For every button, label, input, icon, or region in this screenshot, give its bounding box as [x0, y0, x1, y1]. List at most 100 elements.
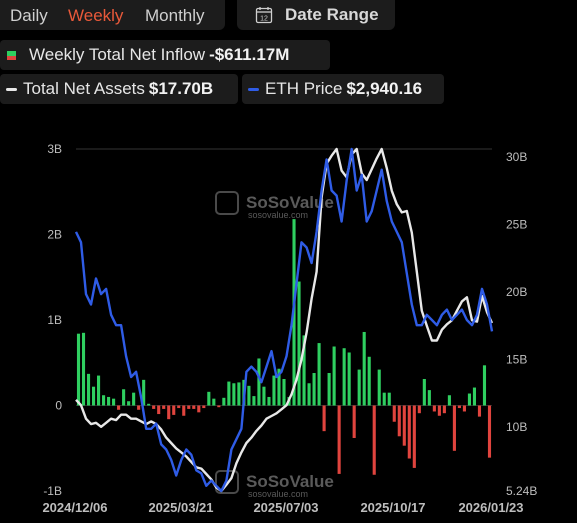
inflow-bar [387, 392, 391, 406]
inflow-swatch [7, 50, 16, 60]
inflow-bar [437, 405, 441, 416]
inflow-bar [307, 383, 311, 406]
price-line-swatch [248, 87, 259, 91]
calendar-day: 12 [260, 16, 268, 23]
inflow-bar [352, 405, 356, 438]
inflow-bar [322, 405, 326, 432]
inflow-bar [457, 405, 461, 409]
inflow-bar [76, 333, 81, 406]
inflow-bar [467, 393, 471, 406]
inflow-bar [282, 378, 286, 406]
inflow-bar [472, 387, 477, 406]
watermark-logo-icon [215, 191, 239, 215]
inflow-bar [427, 390, 431, 406]
inflow-bar [132, 392, 136, 406]
inflow-bar [237, 382, 241, 406]
inflow-bar [262, 386, 266, 406]
inflow-bar [222, 397, 226, 406]
date-range-button[interactable]: 12 Date Range [237, 0, 395, 30]
x-tick-label: 2025/07/03 [253, 500, 318, 515]
total-net-assets-label: Total Net Assets [23, 79, 145, 98]
calendar-icon: 12 [255, 7, 273, 24]
tab-weekly[interactable]: Weekly [68, 6, 124, 25]
inflow-bar [252, 396, 256, 406]
weekly-inflow-value: -$611.17M [209, 45, 290, 64]
inflow-bar [482, 365, 487, 406]
inflow-bar [162, 405, 166, 409]
eth-price-value: $2,940.16 [346, 79, 423, 98]
weekly-inflow-legend[interactable]: Weekly Total Net Inflow -$611.17M [0, 40, 330, 70]
inflow-bar [197, 405, 201, 413]
inflow-bar [167, 405, 171, 420]
inflow-bar [112, 398, 116, 406]
watermark-group: SoSoValuesosovalue.comSoSoValuesosovalue… [215, 191, 334, 499]
inflow-bar [382, 392, 386, 406]
inflow-bar [257, 358, 261, 406]
x-tick-label: 2025/03/21 [148, 500, 213, 515]
inflow-bar [122, 389, 126, 406]
watermark-brand: SoSoValue [246, 472, 334, 491]
inflow-bar [202, 405, 206, 409]
inflow-bar [147, 403, 151, 406]
right-tick-label: 25B [506, 218, 527, 232]
inflow-bar [81, 332, 86, 406]
eth-price-line [74, 147, 494, 493]
inflow-bar [442, 405, 446, 414]
inflow-bar [217, 405, 221, 408]
left-tick-label: 1B [47, 313, 62, 327]
left-tick-label: 0 [55, 399, 62, 413]
right-tick-label: 10B [506, 420, 527, 434]
inflow-bar [272, 375, 276, 406]
inflow-bar [232, 383, 236, 406]
x-tick-label: 2024/12/06 [42, 500, 107, 515]
inflow-bar [447, 395, 451, 406]
inflow-bar [97, 375, 101, 406]
inflow-bar [402, 405, 406, 446]
inflow-bar [487, 405, 492, 458]
inflow-bar [422, 378, 426, 406]
inflow-bar [137, 405, 141, 410]
inflow-bar [337, 405, 341, 474]
inflow-bar [397, 405, 401, 437]
inflow-bar [142, 379, 146, 406]
inflow-bar [297, 281, 301, 406]
inflow-bar [277, 368, 281, 406]
inflow-bar [327, 373, 331, 406]
left-tick-label: -1B [43, 484, 62, 498]
inflow-bar [172, 405, 176, 415]
inflow-bar [342, 348, 346, 406]
inflow-bar [127, 401, 131, 406]
eth-price-legend[interactable]: ETH Price $2,940.16 [242, 74, 444, 104]
inflow-bar [157, 405, 161, 415]
inflow-bar [177, 405, 181, 409]
x-axis-ticks: 2024/12/06 2025/03/21 2025/07/03 2025/10/17… [42, 500, 523, 515]
inflow-bar [152, 405, 156, 409]
inflow-bar [477, 405, 482, 417]
left-tick-label: 2B [47, 228, 62, 242]
tab-daily[interactable]: Daily [10, 6, 48, 25]
inflow-bar [302, 335, 306, 406]
total-net-assets-value: $17.70B [148, 79, 214, 98]
inflow-bar [362, 331, 366, 406]
x-tick-label: 2025/10/17 [360, 500, 425, 515]
left-axis-ticks: 3B 2B 1B 0 -1B [43, 142, 62, 498]
tab-monthly[interactable]: Monthly [145, 6, 205, 25]
line-series [74, 147, 494, 493]
date-range-label: Date Range [285, 5, 379, 24]
inflow-bar [417, 405, 421, 414]
right-axis-ticks: 30B 25B 20B 15B 10B 5.24B [506, 150, 537, 498]
right-tick-label: 15B [506, 352, 527, 366]
inflow-bar [212, 398, 216, 406]
period-tabs: Daily Weekly Monthly [0, 0, 225, 30]
inflow-bar [267, 396, 271, 406]
right-tick-label: 20B [506, 285, 527, 299]
inflow-bar [357, 369, 361, 406]
inflow-bar [317, 343, 321, 406]
inflow-bar [377, 369, 381, 406]
assets-line-swatch [6, 87, 17, 91]
left-tick-label: 3B [47, 142, 62, 156]
eth-price-label: ETH Price [265, 79, 343, 98]
total-net-assets-legend[interactable]: Total Net Assets $17.70B [0, 74, 238, 104]
inflow-bar [312, 373, 316, 406]
weekly-inflow-label: Weekly Total Net Inflow [29, 45, 206, 64]
